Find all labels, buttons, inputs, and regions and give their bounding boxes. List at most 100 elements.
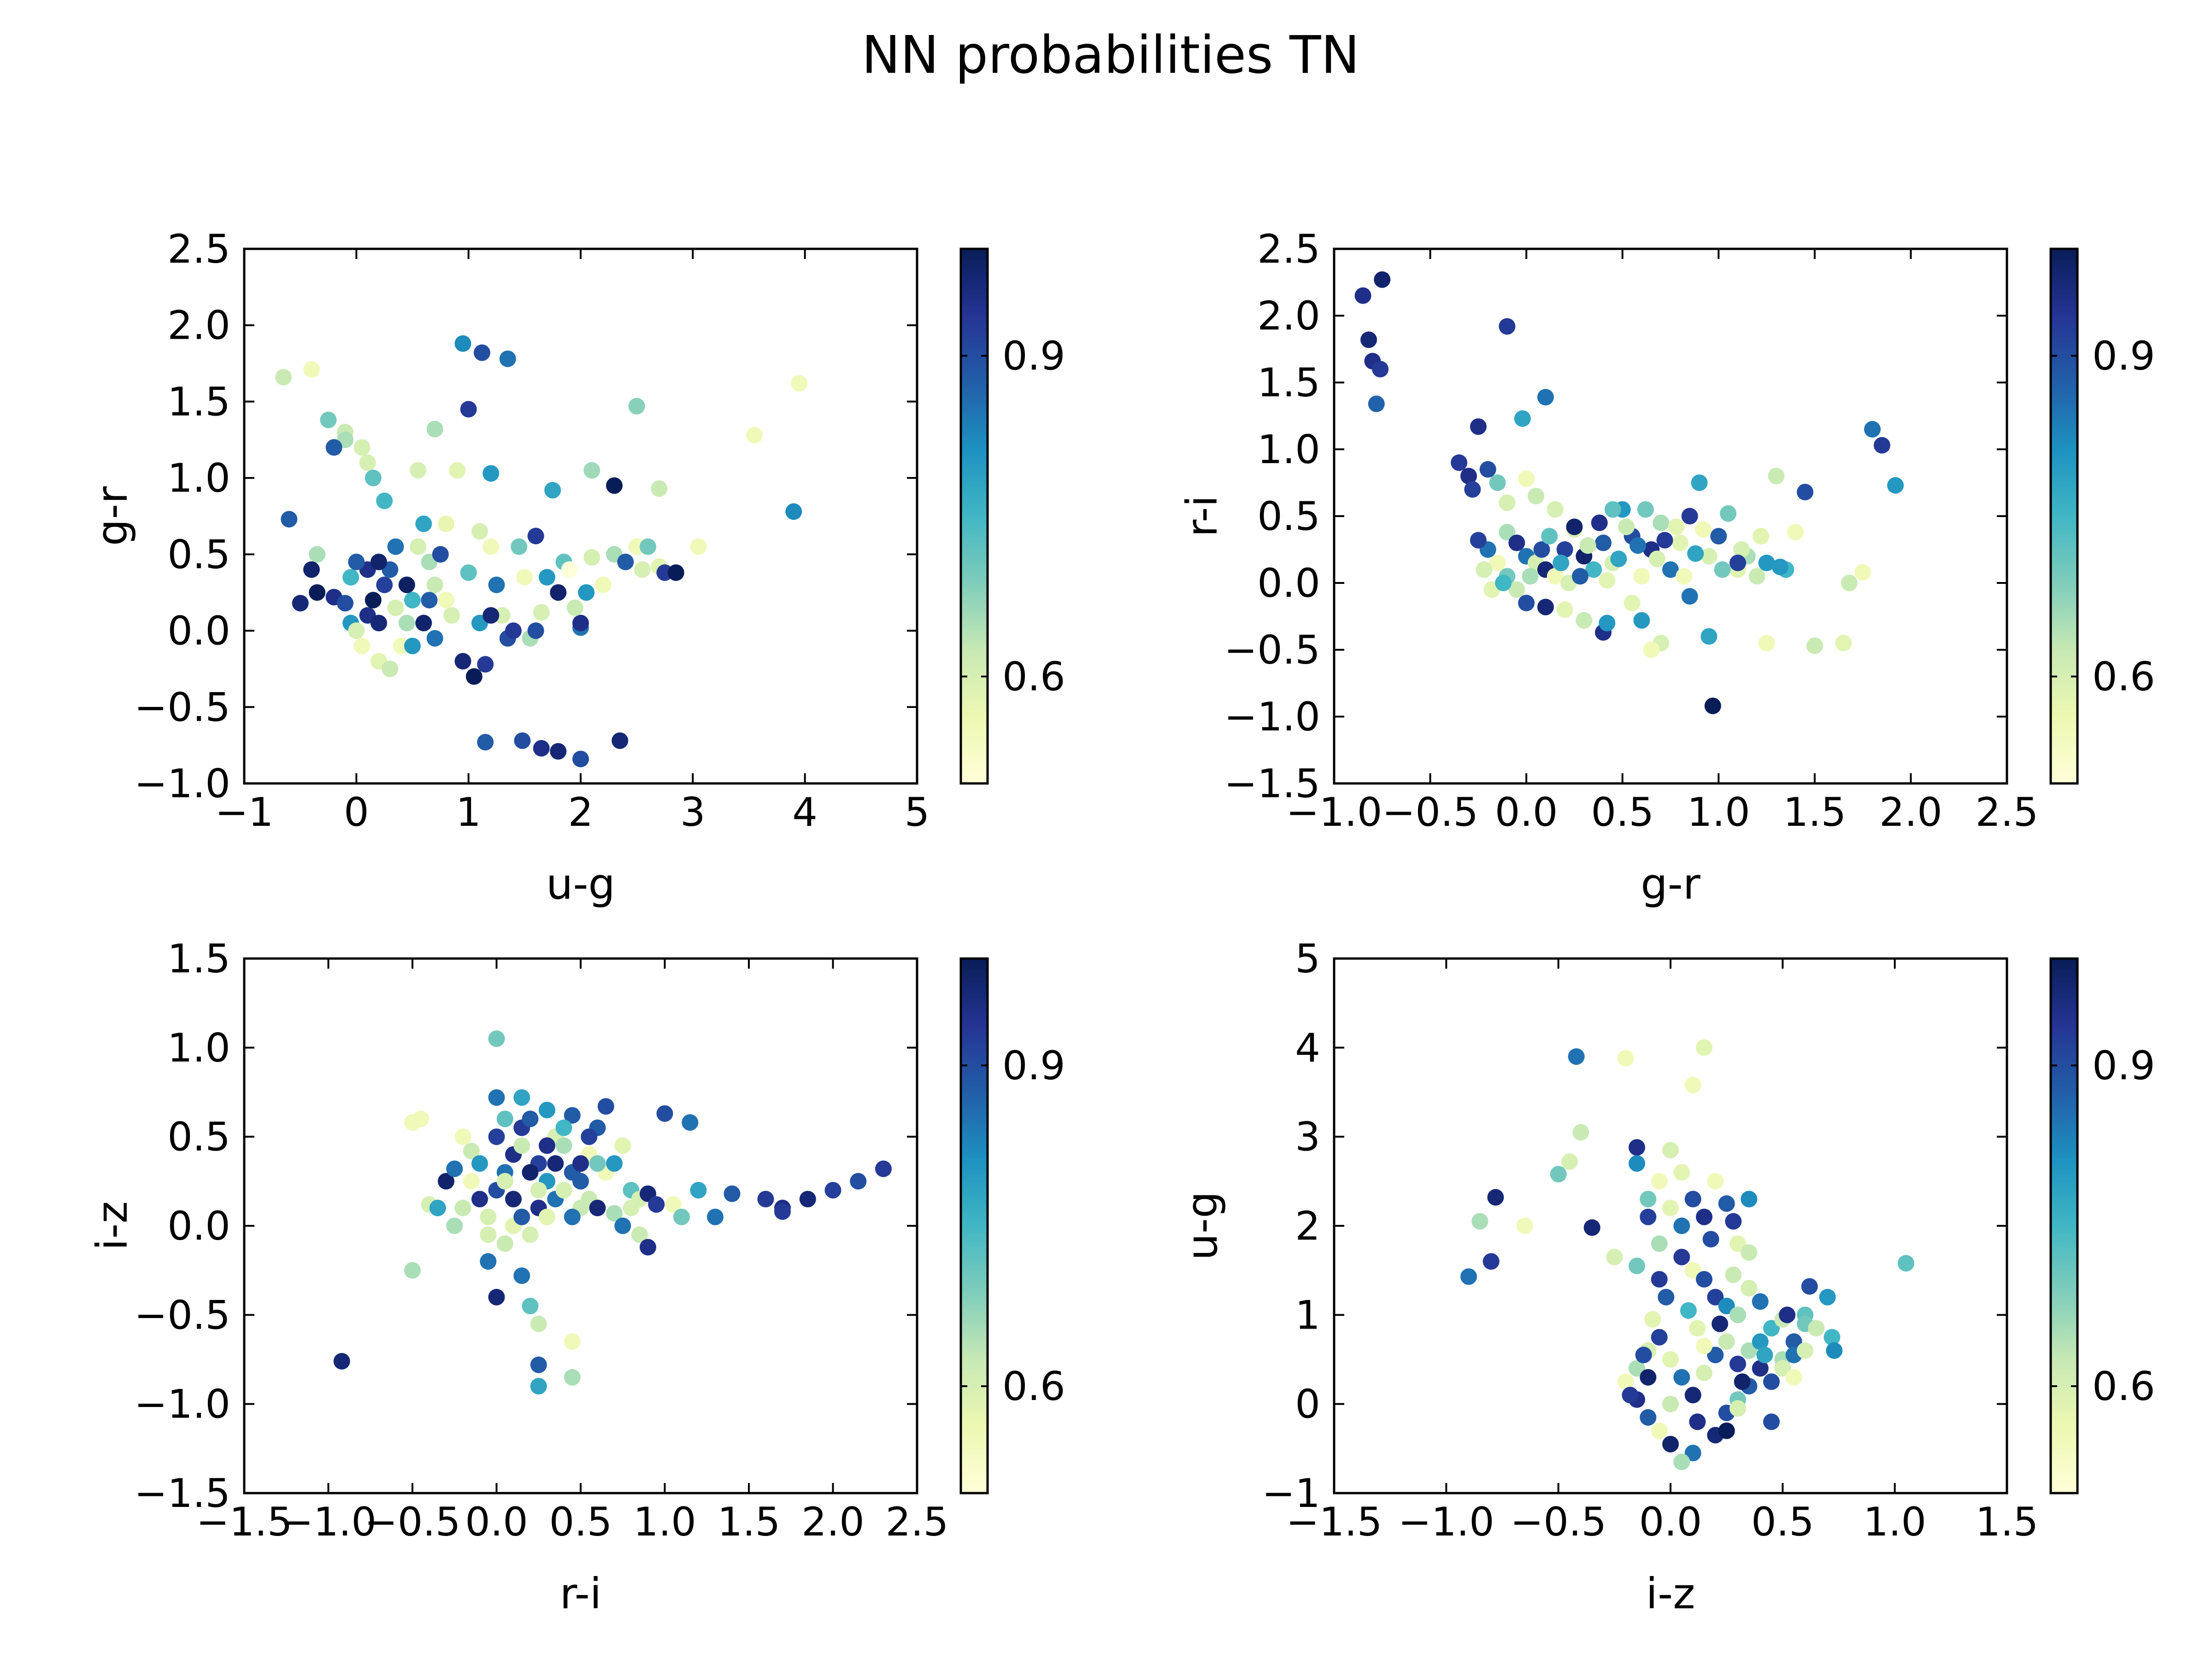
- scatter-point: [438, 1173, 454, 1190]
- scatter-point: [1854, 564, 1871, 581]
- x-tick-label: 0.5: [1591, 789, 1654, 835]
- scatter-point: [1864, 421, 1881, 438]
- scatter-point: [376, 492, 393, 509]
- scatter-point: [505, 622, 522, 639]
- scatter-point: [415, 515, 432, 532]
- scatter-point: [1516, 1218, 1533, 1234]
- x-tick-label: 2: [568, 789, 594, 835]
- scatter-point: [1489, 474, 1506, 491]
- scatter-point: [415, 615, 432, 631]
- scatter-point: [555, 1137, 572, 1154]
- scatter-point: [1651, 1271, 1668, 1288]
- x-tick-label: 1.0: [633, 1499, 696, 1545]
- scatter-point: [1556, 541, 1573, 558]
- y-tick-label: 2.0: [1257, 293, 1320, 339]
- x-tick-label: 0.0: [1639, 1499, 1702, 1545]
- scatter-point: [530, 1182, 547, 1199]
- scatter-point: [757, 1191, 774, 1207]
- y-tick-label: −1: [1262, 1471, 1320, 1517]
- scatter-point: [471, 1191, 488, 1207]
- scatter-point: [496, 1111, 513, 1127]
- scatter-point: [1637, 501, 1654, 518]
- scatter-point: [404, 1262, 421, 1279]
- scatter-point: [1662, 1351, 1679, 1368]
- scatter-point: [1633, 568, 1650, 585]
- colorbar: 0.6 0.9: [2049, 247, 2155, 785]
- y-tick-label: −1.5: [134, 1471, 230, 1517]
- scatter-point: [1696, 1208, 1712, 1225]
- scatter-point: [578, 584, 595, 601]
- scatter-point: [1651, 1422, 1668, 1439]
- colorbar-tick-label: 0.9: [1002, 333, 1065, 379]
- scatter-point: [1730, 1400, 1746, 1417]
- scatter-point: [651, 480, 668, 497]
- scatter-point: [572, 1155, 589, 1172]
- y-axis-label: u-g: [1177, 1191, 1227, 1260]
- x-tick-label: 4: [792, 789, 818, 835]
- y-tick-label: 2: [1295, 1203, 1320, 1249]
- scatter-point: [309, 584, 326, 601]
- scatter-point: [376, 577, 393, 594]
- scatter-point: [1741, 1191, 1758, 1207]
- y-tick-label: 0.5: [167, 532, 230, 578]
- scatter-point: [774, 1203, 791, 1220]
- scatter-point: [1662, 1435, 1679, 1453]
- y-tick-label: 0.0: [167, 1203, 230, 1249]
- scatter-point: [1583, 1219, 1600, 1236]
- scatter-point: [325, 439, 342, 456]
- scatter-point: [1499, 524, 1516, 541]
- scatter-point: [1464, 481, 1481, 498]
- scatter-point: [480, 1226, 497, 1243]
- y-axis-label: r-i: [1177, 495, 1227, 537]
- scatter-point: [1648, 550, 1665, 567]
- x-tick-label: 1.0: [1687, 789, 1750, 835]
- scatter-point: [1585, 561, 1602, 578]
- scatter-point: [564, 1107, 581, 1124]
- scatter-point: [1635, 1347, 1652, 1364]
- y-tick-label: 2.0: [167, 303, 230, 349]
- scatter-point: [482, 607, 500, 624]
- scatter-point: [1470, 418, 1487, 435]
- scatter-point: [527, 528, 544, 545]
- scatter-point: [1541, 528, 1558, 545]
- scatter-point: [1662, 1141, 1679, 1159]
- scatter-point: [799, 1191, 816, 1207]
- y-tick-label: 0.0: [167, 608, 230, 654]
- scatter-point: [555, 1119, 572, 1136]
- scatter-point: [337, 594, 353, 612]
- scatter-point: [1689, 1413, 1706, 1430]
- scatter-point: [1476, 561, 1493, 578]
- scatter-point: [561, 561, 578, 578]
- scatter-point: [1622, 1387, 1639, 1404]
- scatter-point: [522, 1298, 539, 1314]
- scatter-point: [471, 1155, 488, 1172]
- scatter-point: [1748, 568, 1765, 585]
- x-tick-label: 0: [344, 789, 369, 835]
- subplot-2: −1.0 −0.5 0.0 0.5 1.0 1.5 2.0 2.5−1.5−1.0−0.50.…: [1177, 226, 2155, 909]
- scatter-point: [1460, 1268, 1477, 1285]
- x-tick-label: 3: [680, 789, 706, 835]
- scatter-point: [1522, 568, 1539, 585]
- scatter-point: [550, 743, 567, 760]
- y-tick-label: 0.5: [1257, 494, 1320, 540]
- scatter-point: [589, 1155, 606, 1172]
- scatter-point: [594, 577, 612, 594]
- scatter-point: [404, 637, 421, 654]
- scatter-point: [460, 564, 477, 581]
- scatter-point: [1734, 1373, 1751, 1390]
- scatter-point: [1700, 548, 1718, 565]
- scatter-point: [1684, 1077, 1701, 1094]
- scatter-point: [566, 599, 583, 616]
- scatter-point: [1550, 1165, 1567, 1182]
- x-tick-label: 1.5: [1783, 789, 1846, 835]
- x-axis-label: r-i: [560, 1569, 602, 1618]
- scatter-point: [404, 592, 421, 609]
- scatter-point: [499, 350, 516, 367]
- scatter-point: [1676, 568, 1693, 585]
- scatter-point: [606, 1155, 623, 1172]
- scatter-point: [1741, 1342, 1758, 1359]
- scatter-point: [1841, 575, 1858, 591]
- colorbar-tick-label: 0.9: [1002, 1043, 1065, 1089]
- x-tick-label: −1.0: [1286, 789, 1382, 835]
- scatter-point: [1533, 541, 1550, 558]
